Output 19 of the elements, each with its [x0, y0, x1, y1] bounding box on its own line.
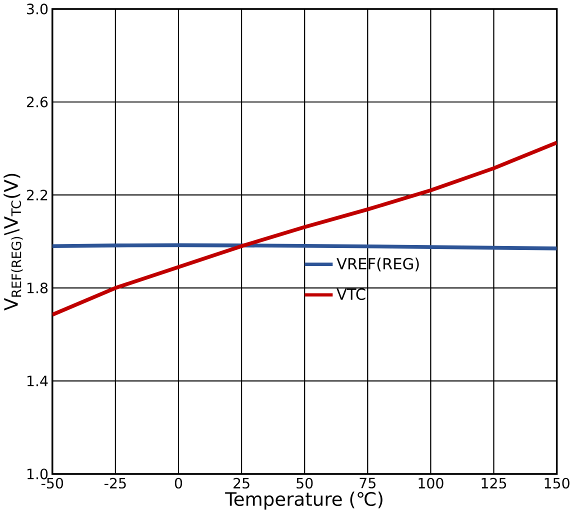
y-tick-label: 1.0 [28, 468, 48, 480]
y-tick-label: 2.2 [26, 190, 48, 200]
y-tick-label: 3.0 [27, 3, 48, 14]
x-tick-label: 50 [296, 478, 313, 488]
y-axis-title: V$_{REF(REG)}$\V$_{TC}$(V) [4, 174, 23, 310]
x-tick-label: 125 [482, 478, 506, 488]
y-tick-label: 1.8 [28, 282, 48, 294]
x-tick-label: 0 [174, 478, 182, 488]
legend-label: VTC [336, 288, 366, 300]
x-tick-label: 25 [234, 478, 250, 488]
x-axis-title: Temperature (℃) [225, 492, 382, 510]
y-tick-label: 2.6 [26, 96, 48, 108]
x-tick-label: 100 [418, 478, 444, 488]
line-series [52, 140, 557, 316]
x-tick-label: 75 [360, 478, 376, 488]
x-tick-label: 150 [544, 478, 570, 488]
y-tick-label: 1.4 [28, 376, 48, 386]
x-tick-label: -25 [104, 478, 126, 488]
x-tick-label: -50 [41, 478, 64, 488]
